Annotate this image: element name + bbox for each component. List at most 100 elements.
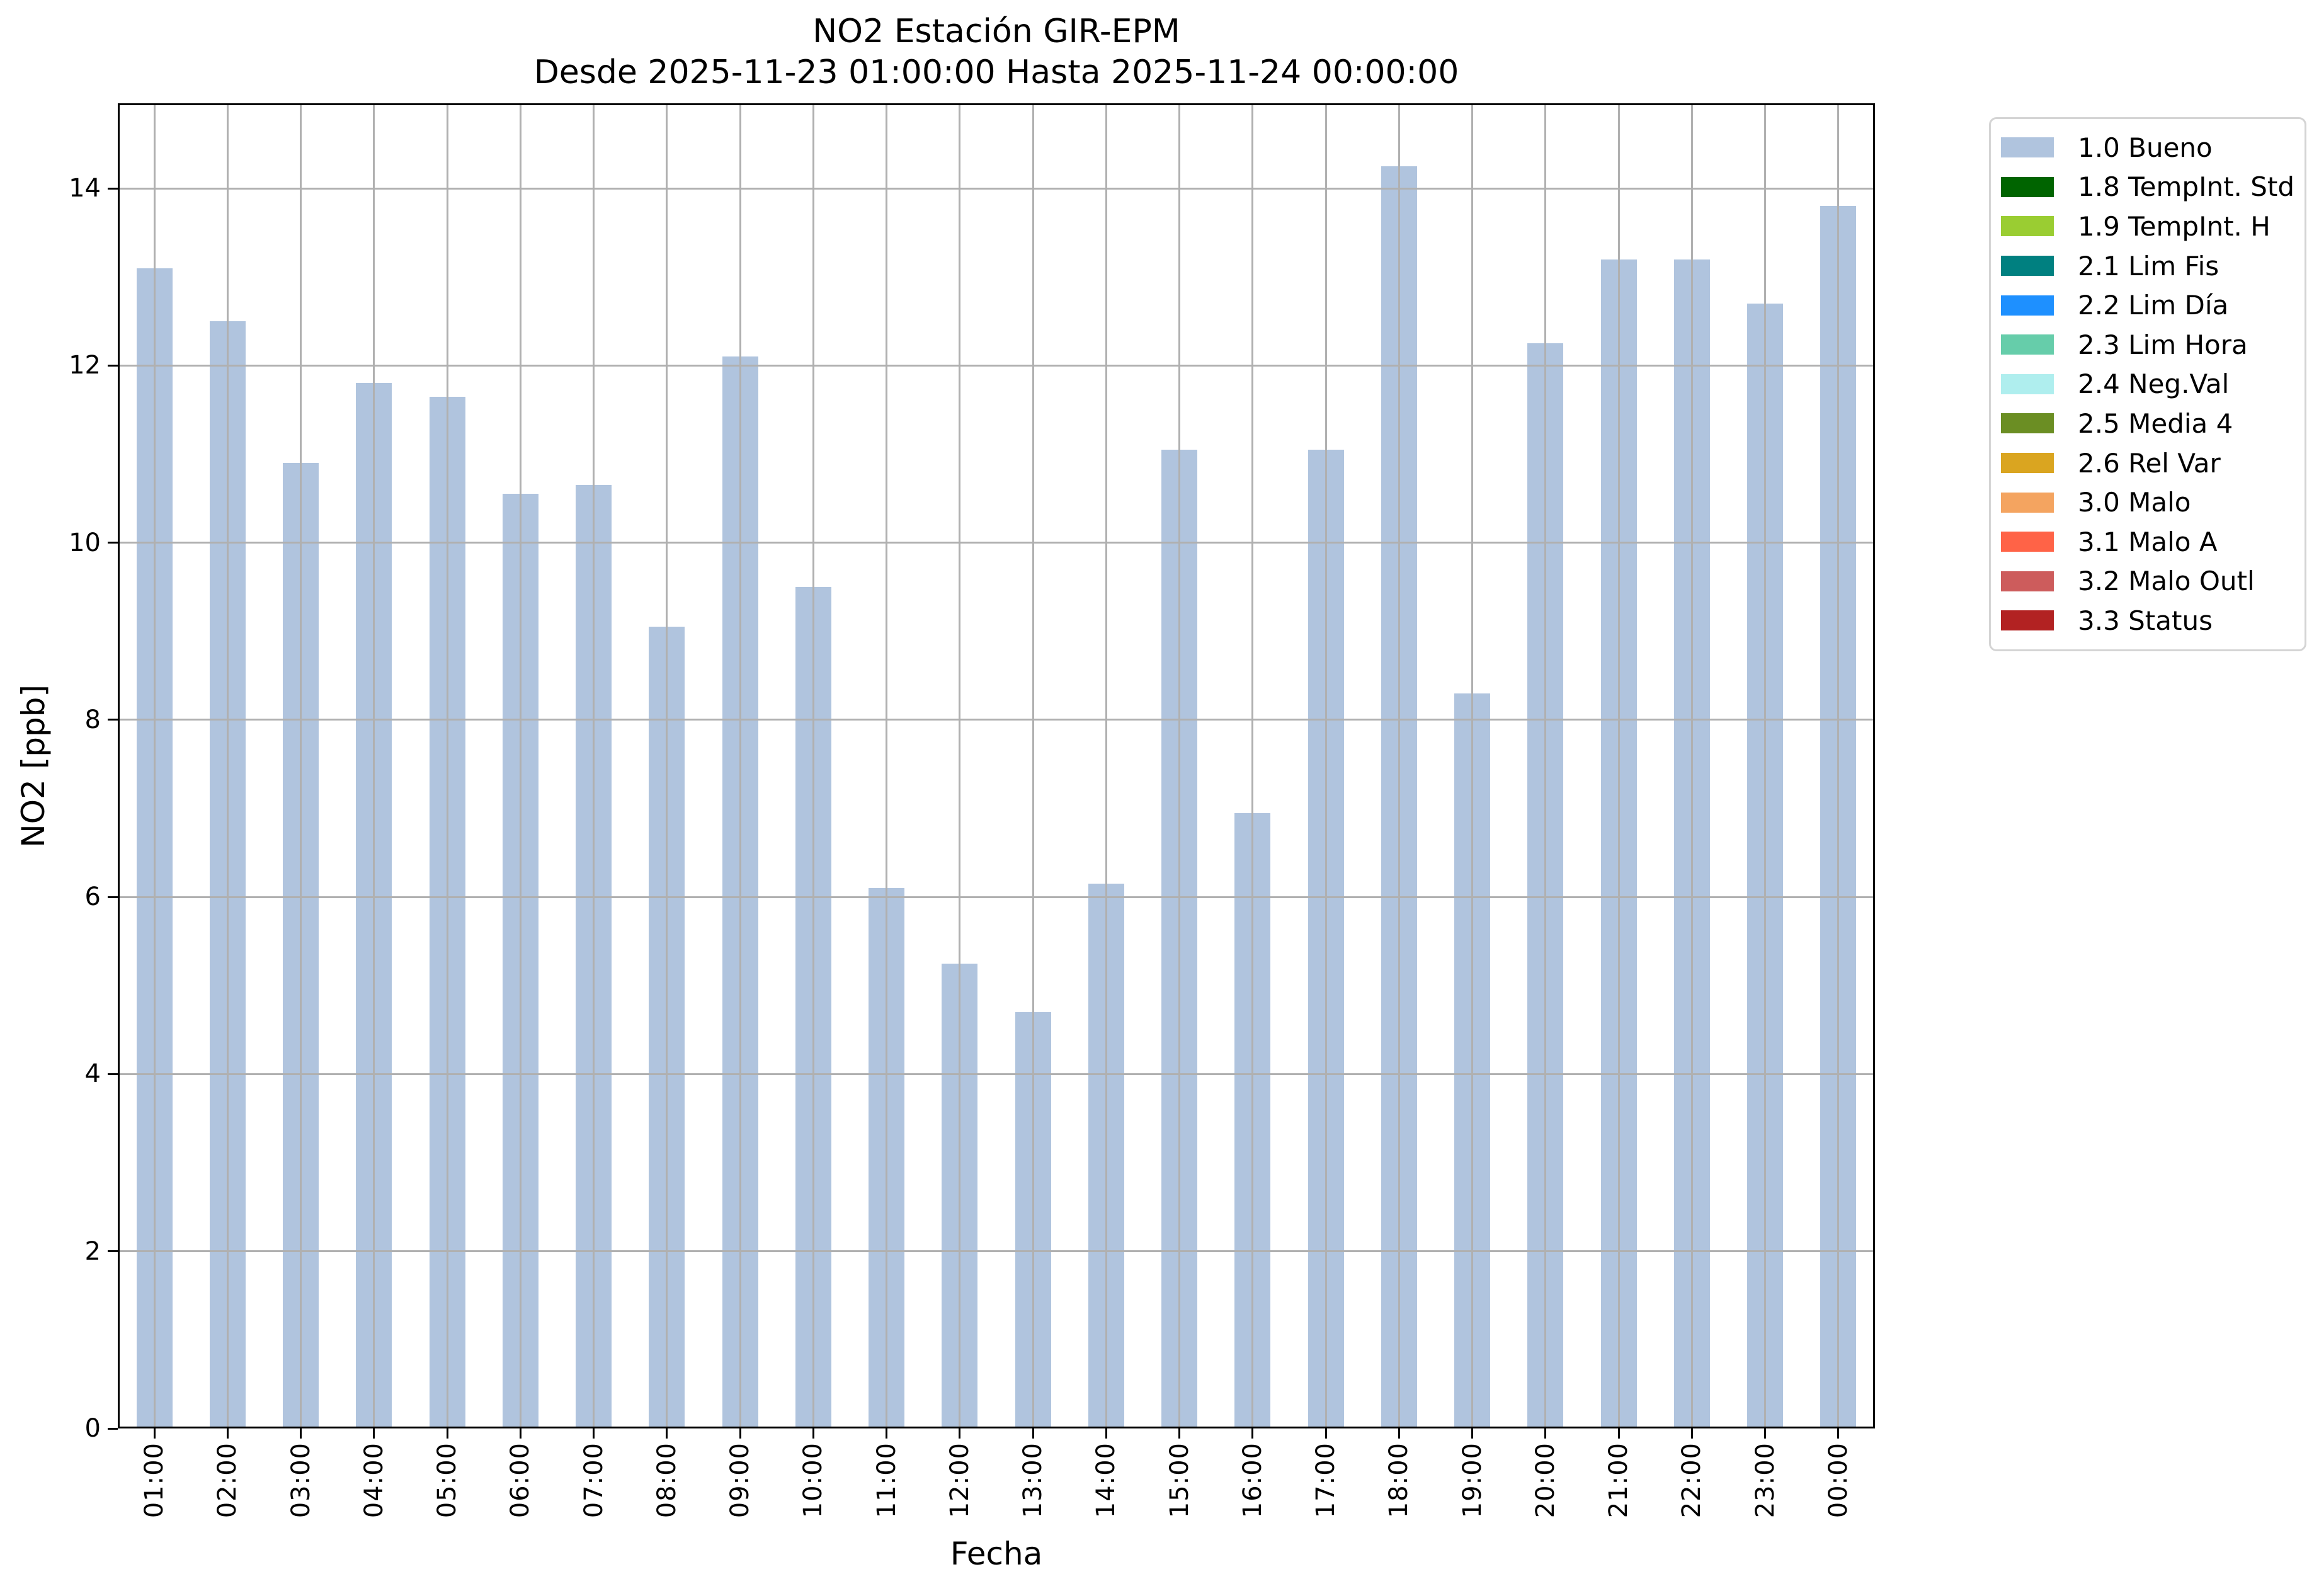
y-axis-label-wrap: NO2 [ppb] xyxy=(11,103,55,1428)
gridline-vertical xyxy=(1690,103,1693,1428)
y-tick xyxy=(108,187,118,190)
x-tick-label: 06:00 xyxy=(506,1442,535,1519)
gridline-vertical xyxy=(373,103,375,1428)
legend-label: 1.9 TempInt. H xyxy=(2078,210,2271,242)
y-tick xyxy=(108,542,118,544)
x-tick-label: 14:00 xyxy=(1091,1442,1121,1519)
legend-color-patch xyxy=(2001,610,2054,631)
x-tick xyxy=(1398,1428,1400,1439)
legend-color-patch xyxy=(2001,137,2054,158)
legend-color-patch xyxy=(2001,176,2054,197)
legend-row: 1.0 Bueno xyxy=(1998,128,2305,168)
x-tick xyxy=(593,1428,595,1439)
gridline-vertical xyxy=(300,103,302,1428)
legend-label: 2.3 Lim Hora xyxy=(2078,329,2248,360)
gridline-vertical xyxy=(1544,103,1547,1428)
legend-row: 2.5 Media 4 xyxy=(1998,404,2305,443)
legend-label: 2.2 Lim Día xyxy=(2078,290,2229,321)
gridline-vertical xyxy=(1178,103,1181,1428)
x-tick-label: 05:00 xyxy=(433,1442,462,1519)
gridline-vertical xyxy=(959,103,961,1428)
x-tick-label: 03:00 xyxy=(286,1442,316,1519)
x-tick xyxy=(1544,1428,1547,1439)
x-tick-label: 02:00 xyxy=(213,1442,242,1519)
x-tick xyxy=(1764,1428,1767,1439)
x-tick-label: 07:00 xyxy=(579,1442,608,1519)
gridline-horizontal xyxy=(118,1073,1875,1075)
gridline-vertical xyxy=(1032,103,1034,1428)
legend-label: 3.3 Status xyxy=(2078,605,2213,636)
gridline-vertical xyxy=(153,103,156,1428)
gridline-vertical xyxy=(1837,103,1840,1428)
x-tick-label: 09:00 xyxy=(726,1442,755,1519)
x-tick-label: 01:00 xyxy=(140,1442,169,1519)
x-tick-label: 20:00 xyxy=(1530,1442,1560,1519)
x-tick xyxy=(1178,1428,1181,1439)
gridline-vertical xyxy=(666,103,668,1428)
x-tick-label: 23:00 xyxy=(1750,1442,1780,1519)
legend-label: 3.2 Malo Outl xyxy=(2078,566,2255,597)
gridline-vertical xyxy=(1105,103,1107,1428)
chart-title: NO2 Estación GIR-EPM Desde 2025-11-23 01… xyxy=(118,11,1875,93)
legend-row: 1.9 TempInt. H xyxy=(1998,207,2305,246)
gridline-vertical xyxy=(812,103,814,1428)
x-tick xyxy=(373,1428,375,1439)
legend-color-patch xyxy=(2001,492,2054,513)
y-tick-label: 14 xyxy=(69,174,101,203)
x-tick xyxy=(1471,1428,1474,1439)
legend-color-patch xyxy=(2001,453,2054,474)
chart-title-line2: Desde 2025-11-23 01:00:00 Hasta 2025-11-… xyxy=(533,54,1459,91)
x-tick xyxy=(226,1428,229,1439)
gridline-vertical xyxy=(1617,103,1620,1428)
x-axis-label: Fecha xyxy=(950,1536,1043,1572)
gridline-vertical xyxy=(1398,103,1400,1428)
x-tick xyxy=(1032,1428,1034,1439)
legend-label: 2.1 Lim Fis xyxy=(2078,250,2219,282)
legend-label: 2.5 Media 4 xyxy=(2078,408,2233,439)
legend-row: 2.3 Lim Hora xyxy=(1998,325,2305,365)
x-tick-label: 00:00 xyxy=(1823,1442,1853,1519)
x-tick-label: 22:00 xyxy=(1677,1442,1707,1519)
gridline-vertical xyxy=(1471,103,1474,1428)
y-tick-label: 8 xyxy=(84,705,101,734)
gridline-vertical xyxy=(446,103,448,1428)
y-tick xyxy=(108,1250,118,1253)
gridline-vertical xyxy=(226,103,229,1428)
y-tick-label: 4 xyxy=(84,1059,101,1089)
x-tick xyxy=(1837,1428,1840,1439)
legend-label: 2.4 Neg.Val xyxy=(2078,368,2230,400)
x-tick-label: 13:00 xyxy=(1018,1442,1048,1519)
legend-label: 3.1 Malo A xyxy=(2078,526,2218,557)
gridline-vertical xyxy=(519,103,521,1428)
gridline-vertical xyxy=(739,103,741,1428)
gridline-horizontal xyxy=(118,187,1875,190)
plot-background xyxy=(118,103,1875,1428)
legend-color-patch xyxy=(2001,216,2054,237)
x-tick xyxy=(959,1428,961,1439)
x-tick-label: 11:00 xyxy=(872,1442,901,1519)
gridline-vertical xyxy=(1764,103,1767,1428)
x-tick xyxy=(1251,1428,1254,1439)
y-tick-label: 0 xyxy=(84,1414,101,1443)
x-tick xyxy=(1105,1428,1107,1439)
gridline-vertical xyxy=(1251,103,1254,1428)
y-tick-label: 6 xyxy=(84,882,101,912)
y-tick xyxy=(108,1427,118,1430)
legend-row: 3.2 Malo Outl xyxy=(1998,562,2305,601)
gridline-horizontal xyxy=(118,542,1875,544)
legend-color-patch xyxy=(2001,334,2054,355)
x-tick-label: 10:00 xyxy=(799,1442,828,1519)
legend-row: 3.0 Malo xyxy=(1998,482,2305,522)
x-tick-label: 16:00 xyxy=(1238,1442,1267,1519)
x-tick-label: 17:00 xyxy=(1311,1442,1341,1519)
gridline-horizontal xyxy=(118,719,1875,721)
y-tick xyxy=(108,719,118,721)
legend-color-patch xyxy=(2001,373,2054,394)
gridline-horizontal xyxy=(118,364,1875,367)
legend-color-patch xyxy=(2001,571,2054,591)
legend-row: 2.2 Lim Día xyxy=(1998,285,2305,325)
y-tick-label: 12 xyxy=(69,351,101,380)
x-tick-label: 12:00 xyxy=(945,1442,974,1519)
legend-row: 1.8 TempInt. Std xyxy=(1998,168,2305,207)
